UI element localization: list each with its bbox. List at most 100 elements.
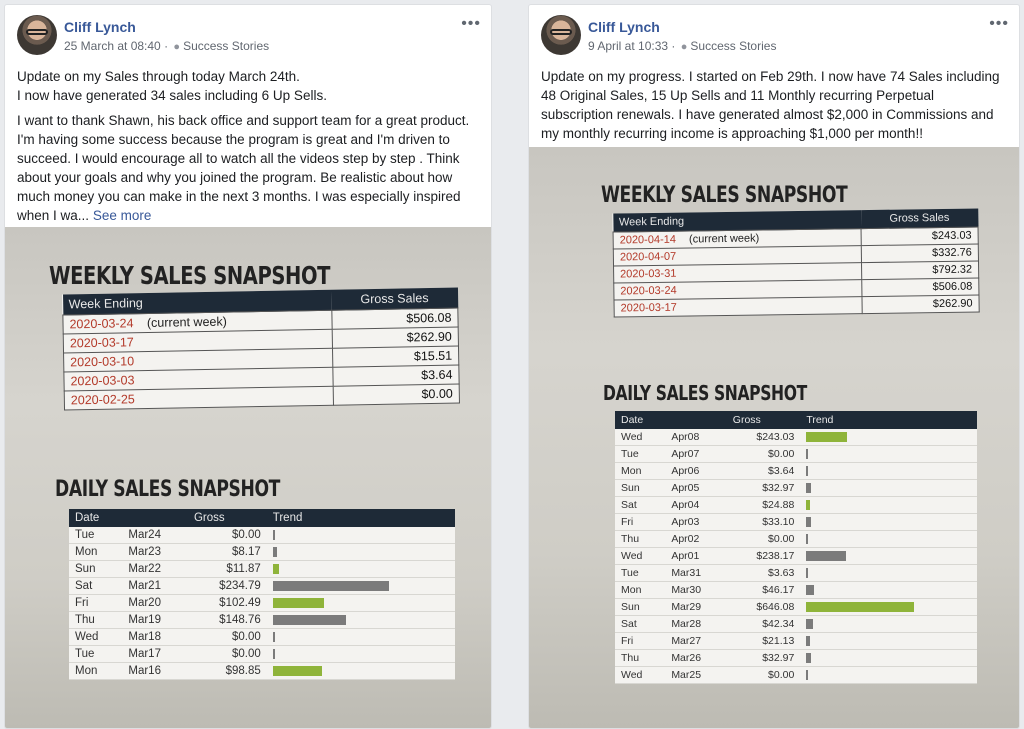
daily-snapshot-title: DAILY SALES SNAPSHOT <box>55 477 280 502</box>
table-row: Wed Mar18 $0.00 <box>69 628 455 646</box>
post-category[interactable]: Success Stories <box>183 39 270 53</box>
trend-bar <box>806 670 809 681</box>
gross-cell: $0.00 <box>187 527 267 544</box>
gross-cell: $32.97 <box>726 649 801 667</box>
gross-cell: $102.49 <box>187 594 267 612</box>
post-body: Update on my Sales through today March 2… <box>5 55 491 225</box>
trend-cell <box>800 496 977 514</box>
day-cell: Fri <box>615 632 666 650</box>
gross-cell: $243.03 <box>726 429 801 446</box>
author-name[interactable]: Cliff Lynch <box>588 19 660 35</box>
date-cell: Mar24 <box>122 527 188 544</box>
day-cell: Thu <box>615 649 666 667</box>
table-row: Mon Mar16 $98.85 <box>69 662 455 680</box>
day-cell: Mon <box>69 662 123 680</box>
daily-sales-table: Date Gross Trend Tue Mar24 $0.00 Mon Mar23 $8.17… <box>69 509 455 680</box>
post-header: Cliff Lynch 9 April at 10:33 · ● Success … <box>529 5 1019 55</box>
trend-bar <box>806 551 847 562</box>
table-row: Mon Apr06 $3.64 <box>615 462 977 480</box>
date-cell: Mar21 <box>122 577 188 595</box>
post-header: Cliff Lynch 25 March at 08:40 · ● Success… <box>5 5 491 55</box>
date-cell: Apr06 <box>665 462 727 480</box>
column-header: Gross <box>187 509 267 527</box>
author-name[interactable]: Cliff Lynch <box>64 19 136 35</box>
date-cell: Mar30 <box>665 581 727 599</box>
trend-cell <box>800 649 977 667</box>
date-cell: Mar20 <box>122 594 188 612</box>
column-header: Trend <box>800 411 977 429</box>
trend-bar <box>272 648 275 659</box>
trend-cell <box>800 632 977 650</box>
post-photo[interactable]: WEEKLY SALES SNAPSHOT Week Ending Gross S… <box>529 147 1019 728</box>
trend-bar <box>806 500 811 511</box>
trend-cell <box>266 543 455 561</box>
day-cell: Sun <box>69 560 123 578</box>
week-date: 2020-03-17 <box>69 335 134 351</box>
post-timestamp[interactable]: 25 March at 08:40 <box>64 39 161 53</box>
week-date: 2020-03-03 <box>70 373 135 389</box>
day-cell: Thu <box>615 530 666 548</box>
gross-sales-cell: $792.32 <box>861 260 979 280</box>
table-row: Tue Mar17 $0.00 <box>69 645 455 663</box>
day-cell: Tue <box>69 527 123 544</box>
column-header <box>122 509 188 527</box>
day-cell: Fri <box>69 594 123 612</box>
date-cell: Apr05 <box>665 479 727 497</box>
week-date: 2020-03-24 <box>69 316 134 332</box>
trend-bar <box>272 614 346 625</box>
trend-bar <box>806 432 848 443</box>
day-cell: Wed <box>615 429 666 446</box>
day-cell: Sat <box>69 577 123 595</box>
gross-sales-cell: $506.08 <box>861 277 979 297</box>
week-date: 2020-03-10 <box>70 354 135 370</box>
trend-cell <box>800 462 977 480</box>
tag-icon: ● <box>680 41 688 53</box>
date-cell: Mar31 <box>665 564 727 582</box>
avatar[interactable] <box>17 15 57 55</box>
day-cell: Sat <box>615 615 666 633</box>
table-row: Wed Mar25 $0.00 <box>615 666 977 684</box>
more-options-icon[interactable]: ••• <box>989 15 1009 32</box>
trend-bar <box>272 546 277 557</box>
gross-cell: $11.87 <box>187 560 267 578</box>
trend-cell <box>800 429 977 446</box>
gross-sales-cell: $243.03 <box>861 226 979 246</box>
see-more-link[interactable]: See more <box>92 208 152 223</box>
date-cell: Mar27 <box>665 632 727 650</box>
day-cell: Tue <box>69 645 123 663</box>
avatar[interactable] <box>541 15 581 55</box>
table-row: Thu Mar19 $148.76 <box>69 611 455 629</box>
trend-bar <box>806 653 812 664</box>
week-note: (current week) <box>685 232 760 246</box>
trend-bar <box>806 449 809 460</box>
table-row: Fri Apr03 $33.10 <box>615 513 977 531</box>
weekly-snapshot-title: WEEKLY SALES SNAPSHOT <box>49 261 331 290</box>
day-cell: Mon <box>69 543 123 561</box>
trend-cell <box>800 547 977 565</box>
trend-bar <box>806 483 812 494</box>
date-cell: Mar23 <box>122 543 188 561</box>
column-header: Gross <box>726 411 801 429</box>
day-cell: Mon <box>615 462 666 480</box>
post-photo[interactable]: WEEKLY SALES SNAPSHOT Week Ending Gross S… <box>5 227 491 728</box>
column-header: Date <box>69 509 123 527</box>
gross-cell: $646.08 <box>726 598 801 616</box>
trend-bar <box>806 619 814 630</box>
post-paragraph: Update on my Sales through today March 2… <box>17 69 327 103</box>
week-ending-cell: 2020-02-25 <box>64 386 334 410</box>
week-date: 2020-04-14 <box>619 233 677 247</box>
weekly-sales-table: Week Ending Gross Sales 2020-04-14 (curren… <box>612 208 980 318</box>
trend-cell <box>800 615 977 633</box>
post-paragraph: Update on my progress. I started on Feb … <box>541 69 1000 141</box>
post-timestamp[interactable]: 9 April at 10:33 <box>588 39 669 53</box>
more-options-icon[interactable]: ••• <box>461 15 481 32</box>
trend-cell <box>266 577 455 595</box>
post-category[interactable]: Success Stories <box>690 39 777 53</box>
table-header-row: Date Gross Trend <box>615 411 977 429</box>
trend-cell <box>266 628 455 646</box>
gross-sales-cell: $3.64 <box>332 365 460 387</box>
table-row: Thu Mar26 $32.97 <box>615 649 977 667</box>
table-row: Thu Apr02 $0.00 <box>615 530 977 548</box>
table-row: Wed Apr01 $238.17 <box>615 547 977 565</box>
trend-bar <box>806 585 815 596</box>
